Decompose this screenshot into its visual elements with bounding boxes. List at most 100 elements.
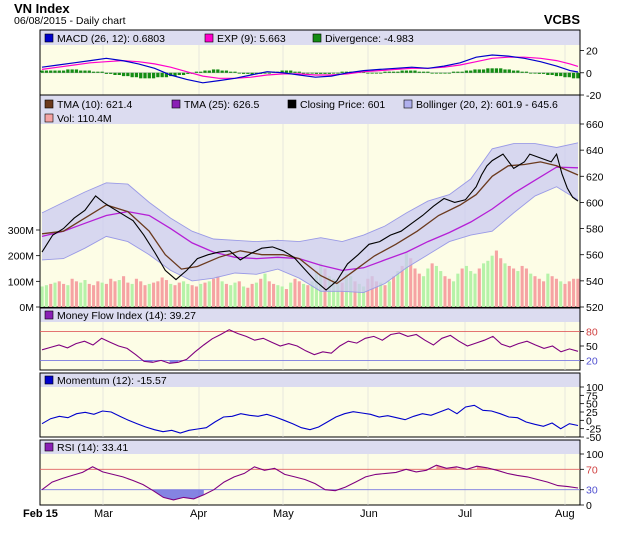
divergence-bar	[473, 69, 477, 73]
divergence-bar	[224, 70, 229, 73]
legend-label: EXP (9): 5.663	[217, 33, 286, 45]
vol-tick-label: 100M	[8, 276, 34, 288]
chart-source: VCBS	[544, 12, 580, 27]
volume-bar	[362, 286, 366, 307]
divergence-bar	[516, 70, 520, 73]
volume-bar	[524, 268, 528, 307]
divergence-bar	[117, 72, 121, 75]
divergence-bar	[563, 72, 567, 78]
volume-bar	[70, 278, 74, 307]
volume-bar	[267, 281, 271, 307]
legend-swatch-icon	[287, 99, 297, 109]
y-tick-label: 20	[586, 355, 598, 367]
bollinger-lower-line	[41, 186, 579, 294]
volume-bar	[203, 282, 207, 307]
divergence-bar	[160, 72, 164, 78]
y-tick-label: 580	[586, 224, 604, 236]
legend-swatch-icon	[44, 113, 54, 123]
volume-bar	[366, 278, 370, 307]
divergence-bar	[199, 71, 203, 73]
legend-label: Vol: 110.4M	[57, 113, 112, 125]
divergence-bar	[417, 71, 421, 73]
legend-swatch-icon	[44, 99, 54, 109]
volume-bar	[516, 271, 520, 307]
volume-bar	[469, 271, 473, 307]
divergence-bar	[327, 72, 331, 74]
oversold-area	[153, 489, 204, 500]
y-tick-label: 660	[586, 119, 604, 131]
panel-legend-band	[40, 440, 580, 454]
volume-bar	[289, 282, 293, 307]
divergence-bar	[87, 70, 91, 73]
divergence-bar	[109, 72, 113, 74]
y-tick-label: 70	[586, 464, 598, 476]
x-tick-label: Jul	[458, 508, 472, 520]
volume-bar	[139, 281, 143, 307]
rsi-line	[41, 464, 579, 501]
volume-bar	[340, 282, 344, 307]
divergence-bar	[319, 72, 323, 74]
legend-label: Momentum (12): -15.57	[57, 375, 167, 387]
divergence-bar	[379, 72, 383, 74]
volume-bar	[387, 281, 391, 307]
divergence-bar	[233, 71, 237, 73]
volume-bar	[280, 286, 284, 307]
macd-line	[41, 54, 579, 84]
divergence-bar	[267, 72, 271, 74]
volume-bar	[109, 278, 113, 307]
closing-price-line	[41, 152, 579, 291]
y-tick-label: 0	[586, 415, 592, 427]
divergence-bar	[79, 70, 83, 73]
divergence-bar	[61, 70, 66, 73]
y-tick-label: 100	[586, 382, 604, 394]
legend-label: Closing Price: 601	[300, 99, 385, 111]
tma10-line	[41, 161, 579, 285]
volume-bar	[460, 268, 464, 307]
divergence-bar	[164, 72, 169, 78]
volume-bar	[494, 250, 498, 307]
divergence-bar	[383, 71, 387, 73]
volume-bar	[122, 276, 126, 307]
volume-bar	[130, 283, 134, 307]
legend-swatch-icon	[204, 33, 214, 43]
divergence-bar	[91, 71, 96, 73]
volume-bar	[246, 287, 250, 307]
legend-swatch-icon	[44, 375, 54, 385]
divergence-bar	[207, 70, 211, 73]
volume-bar	[434, 265, 438, 307]
divergence-bar	[533, 72, 537, 74]
volume-bar	[306, 285, 310, 307]
legend-label: MACD (26, 12): 0.6803	[57, 33, 165, 45]
y-tick-label: 20	[586, 46, 598, 58]
volume-bar	[263, 273, 267, 307]
divergence-bar	[524, 71, 529, 73]
divergence-bar	[310, 72, 314, 74]
volume-bar	[104, 283, 108, 307]
volume-bar	[370, 276, 374, 307]
divergence-bar	[546, 72, 550, 75]
y-tick-label: -50	[586, 432, 601, 444]
divergence-bar	[237, 72, 241, 74]
panel-border	[39, 439, 581, 506]
volume-bar	[169, 283, 173, 307]
divergence-bar	[477, 69, 481, 73]
volume-bar	[242, 286, 246, 307]
volume-bar	[66, 285, 70, 307]
volume-bar	[336, 281, 340, 307]
divergence-bar	[336, 72, 340, 74]
volume-bar	[297, 281, 301, 307]
volume-bar	[417, 273, 421, 307]
divergence-bar	[559, 72, 563, 77]
divergence-bar	[57, 70, 61, 73]
divergence-bar	[280, 70, 284, 73]
divergence-bar	[220, 70, 224, 73]
y-tick-label: 0	[586, 500, 592, 512]
volume-bar	[426, 268, 430, 307]
volume-bar	[430, 263, 434, 307]
y-tick-label: 30	[586, 485, 598, 497]
legend-swatch-icon	[44, 310, 54, 320]
divergence-bar	[139, 72, 143, 79]
divergence-bar	[413, 70, 417, 73]
volume-bar	[409, 258, 413, 307]
divergence-bar	[507, 69, 511, 73]
